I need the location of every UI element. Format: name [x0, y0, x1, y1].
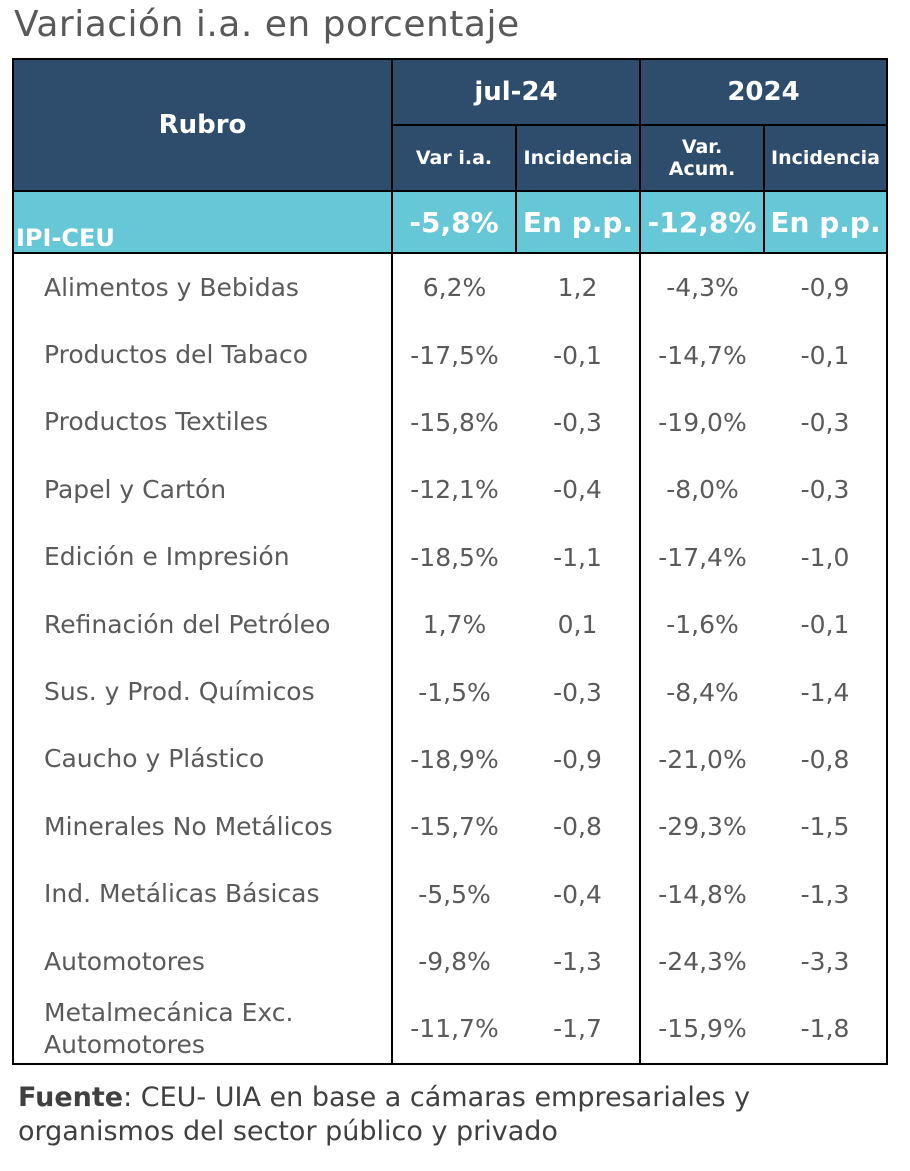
- row-var-ia: -9,8%: [391, 927, 516, 996]
- summary-incidencia-1: En p.p.: [515, 190, 641, 254]
- row-var-ia: 6,2%: [391, 253, 516, 322]
- source-note: Fuente: CEU- UIA en base a cámaras empre…: [18, 1081, 898, 1149]
- row-name: Metalmecánica Exc. Automotores: [12, 995, 392, 1065]
- row-incidencia-2: -1,0: [764, 523, 888, 591]
- row-incidencia-2: -0,3: [764, 456, 888, 524]
- row-incidencia-1: -0,4: [516, 860, 641, 928]
- table-row: Papel y Cartón -12,1% -0,4 -8,0% -0,3: [12, 456, 888, 524]
- column-header-var-ia: Var i.a.: [391, 124, 517, 192]
- row-name: Sus. y Prod. Químicos: [12, 658, 392, 726]
- row-incidencia-1: -0,3: [516, 658, 641, 726]
- row-name: Edición e Impresión: [12, 523, 392, 591]
- summary-label: IPI-CEU: [12, 190, 393, 254]
- page-title: Variación i.a. en porcentaje: [14, 4, 520, 45]
- table-row: Metalmecánica Exc. Automotores -11,7% -1,7…: [12, 995, 888, 1065]
- row-incidencia-1: -1,7: [516, 995, 641, 1065]
- row-var-ia: -17,5%: [391, 321, 516, 389]
- table-row: Edición e Impresión -18,5% -1,1 -17,4% -1,0: [12, 523, 888, 591]
- row-var-ia: 1,7%: [391, 590, 516, 659]
- row-incidencia-1: 1,2: [516, 253, 641, 322]
- column-header-var-acum: Var. Acum.: [639, 124, 765, 192]
- row-var-acum: -24,3%: [639, 927, 764, 996]
- row-var-acum: -14,7%: [639, 321, 764, 389]
- row-incidencia-1: -1,3: [516, 927, 641, 996]
- row-var-acum: -14,8%: [639, 860, 764, 928]
- row-name: Automotores: [12, 927, 392, 996]
- row-incidencia-2: -0,9: [764, 253, 888, 322]
- row-var-ia: -15,7%: [391, 793, 516, 861]
- column-header-rubro: Rubro: [12, 58, 393, 192]
- table-row: Minerales No Metálicos -15,7% -0,8 -29,3% -1…: [12, 793, 888, 861]
- row-var-acum: -29,3%: [639, 793, 764, 861]
- row-name: Productos Textiles: [12, 388, 392, 457]
- row-var-ia: -11,7%: [391, 995, 516, 1065]
- table-row: Productos Textiles -15,8% -0,3 -19,0% -0,3: [12, 388, 888, 457]
- table-row: Ind. Metálicas Básicas -5,5% -0,4 -14,8% -1,…: [12, 860, 888, 928]
- row-var-ia: -1,5%: [391, 658, 516, 726]
- table-row: Productos del Tabaco -17,5% -0,1 -14,7% -0,1: [12, 321, 888, 389]
- row-var-acum: -21,0%: [639, 725, 764, 794]
- row-incidencia-2: -0,1: [764, 590, 888, 659]
- source-label: Fuente: [18, 1082, 124, 1113]
- row-var-ia: -18,5%: [391, 523, 516, 591]
- row-incidencia-2: -1,3: [764, 860, 888, 928]
- row-incidencia-1: -0,3: [516, 388, 641, 457]
- summary-row: IPI-CEU -5,8% En p.p. -12,8% En p.p.: [12, 190, 888, 254]
- column-header-period-2: 2024: [639, 58, 888, 126]
- row-name: Refinación del Petróleo: [12, 590, 392, 659]
- table-row: Alimentos y Bebidas 6,2% 1,2 -4,3% -0,9: [12, 253, 888, 322]
- row-var-acum: -8,0%: [639, 456, 764, 524]
- row-incidencia-1: -0,9: [516, 725, 641, 794]
- row-incidencia-2: -1,8: [764, 995, 888, 1065]
- row-name: Productos del Tabaco: [12, 321, 392, 389]
- header-row-metrics: Var i.a. Incidencia Var. Acum. Incidenci…: [13, 124, 888, 192]
- row-name: Papel y Cartón: [12, 456, 392, 524]
- row-incidencia-1: -0,4: [516, 456, 641, 524]
- row-var-ia: -5,5%: [391, 860, 516, 928]
- table-row: Refinación del Petróleo 1,7% 0,1 -1,6% -0,1: [12, 590, 888, 659]
- column-header-period-1: jul-24: [391, 58, 641, 126]
- column-header-incidencia-2: Incidencia: [763, 124, 888, 192]
- row-name: Ind. Metálicas Básicas: [12, 860, 392, 928]
- row-incidencia-2: -0,1: [764, 321, 888, 389]
- source-text: : CEU- UIA en base a cámaras empresarial…: [18, 1082, 751, 1147]
- row-var-ia: -12,1%: [391, 456, 516, 524]
- row-incidencia-1: -0,1: [516, 321, 641, 389]
- row-var-acum: -19,0%: [639, 388, 764, 457]
- data-table: Rubro jul-24 2024 Var i.a. Incidencia Va…: [12, 58, 888, 1065]
- row-incidencia-2: -1,4: [764, 658, 888, 726]
- table-row: Sus. y Prod. Químicos -1,5% -0,3 -8,4% -1,4: [12, 658, 888, 726]
- row-incidencia-2: -0,8: [764, 725, 888, 794]
- row-var-acum: -1,6%: [639, 590, 764, 659]
- row-incidencia-1: 0,1: [516, 590, 641, 659]
- header-row-periods: Rubro jul-24 2024: [12, 58, 888, 192]
- summary-incidencia-2: En p.p.: [763, 190, 888, 254]
- row-var-acum: -4,3%: [639, 253, 764, 322]
- row-var-ia: -18,9%: [391, 725, 516, 794]
- row-name: Alimentos y Bebidas: [12, 253, 392, 322]
- column-header-incidencia-1: Incidencia: [515, 124, 641, 192]
- row-incidencia-2: -1,5: [764, 793, 888, 861]
- row-var-acum: -15,9%: [639, 995, 764, 1065]
- row-name: Caucho y Plástico: [12, 725, 392, 794]
- row-var-acum: -8,4%: [639, 658, 764, 726]
- row-incidencia-1: -1,1: [516, 523, 641, 591]
- row-incidencia-1: -0,8: [516, 793, 641, 861]
- table-row: Automotores -9,8% -1,3 -24,3% -3,3: [12, 927, 888, 996]
- row-var-ia: -15,8%: [391, 388, 516, 457]
- summary-var-ia: -5,8%: [391, 190, 517, 254]
- row-var-acum: -17,4%: [639, 523, 764, 591]
- row-name: Minerales No Metálicos: [12, 793, 392, 861]
- table-row: Caucho y Plástico -18,9% -0,9 -21,0% -0,8: [12, 725, 888, 794]
- row-incidencia-2: -3,3: [764, 927, 888, 996]
- summary-var-acum: -12,8%: [639, 190, 765, 254]
- row-incidencia-2: -0,3: [764, 388, 888, 457]
